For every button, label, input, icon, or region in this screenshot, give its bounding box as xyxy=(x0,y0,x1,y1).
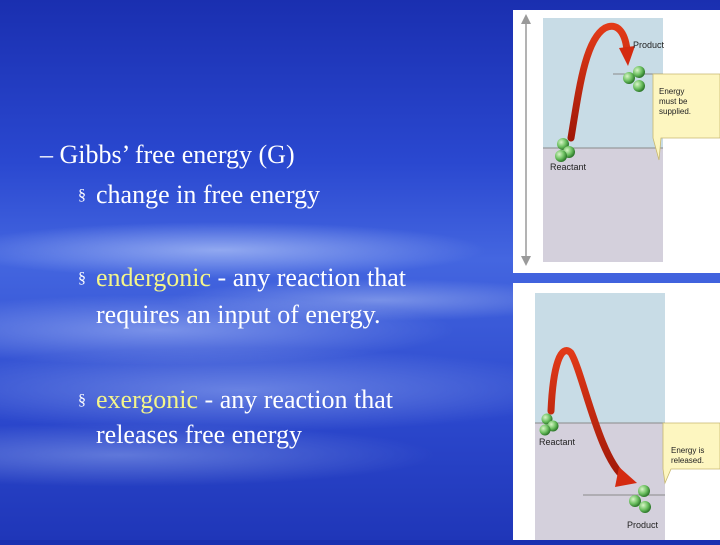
reactant-label: Reactant xyxy=(539,437,576,447)
product-molecule-icon xyxy=(638,485,650,497)
exergonic-term: exergonic xyxy=(96,385,199,414)
energy-released-callout xyxy=(662,422,720,485)
energy-released-label-1: Energy is xyxy=(671,446,704,455)
product-molecule-icon xyxy=(629,495,641,507)
endergonic-diagram-panel: Energy must be supplied. Product Reactan… xyxy=(513,10,720,273)
energy-release-arrowhead-icon xyxy=(615,467,637,487)
axis-arrow-up-icon xyxy=(521,14,531,24)
heading-gibbs: – Gibbs’ free energy (G) xyxy=(40,140,295,169)
reactant-molecule-icon xyxy=(539,424,551,436)
axis-arrow-down-icon xyxy=(521,256,531,266)
bullet-text: change in free energy xyxy=(96,180,321,209)
bullet-change-free-energy: § change in free energy xyxy=(78,180,320,211)
upper-energy-region xyxy=(543,18,663,148)
energy-input-arrowhead-icon xyxy=(619,46,635,66)
product-molecule-icon xyxy=(633,66,645,78)
bullet-icon: § xyxy=(78,187,86,204)
product-label: Product xyxy=(633,40,665,50)
lower-energy-region xyxy=(543,148,663,262)
exergonic-definition: - any reaction that xyxy=(198,385,393,414)
exergonic-diagram-panel: Energy is released. Reactant Product xyxy=(513,283,720,540)
product-molecule-icon xyxy=(623,72,635,84)
bullet-icon: § xyxy=(78,392,86,409)
energy-input-arrow xyxy=(567,22,631,142)
endergonic-diagram: Energy must be supplied. Product Reactan… xyxy=(521,14,720,266)
energy-released-label-2: released. xyxy=(671,456,704,465)
product-molecule-icon xyxy=(633,80,645,92)
reactant-molecule-icon xyxy=(555,150,567,162)
energy-supplied-label-1: Energy xyxy=(659,87,684,96)
reactant-label: Reactant xyxy=(550,162,587,172)
energy-supplied-callout xyxy=(652,73,720,161)
product-molecule-icon xyxy=(639,501,651,513)
energy-release-arrow xyxy=(547,347,629,482)
product-label: Product xyxy=(627,520,659,530)
exergonic-diagram: Energy is released. Reactant Product xyxy=(535,293,720,540)
bullet-icon: § xyxy=(78,270,86,287)
energy-supplied-label-2: must be xyxy=(659,97,688,106)
exergonic-definition-cont: releases free energy xyxy=(96,420,302,449)
endergonic-term: endergonic xyxy=(96,263,212,292)
endergonic-definition: - any reaction that xyxy=(211,263,406,292)
bullet-endergonic: § endergonic - any reaction that xyxy=(78,263,406,294)
bullet-exergonic: § exergonic - any reaction that xyxy=(78,385,393,416)
energy-supplied-label-3: supplied. xyxy=(659,107,691,116)
endergonic-definition-cont: requires an input of energy. xyxy=(96,300,381,329)
